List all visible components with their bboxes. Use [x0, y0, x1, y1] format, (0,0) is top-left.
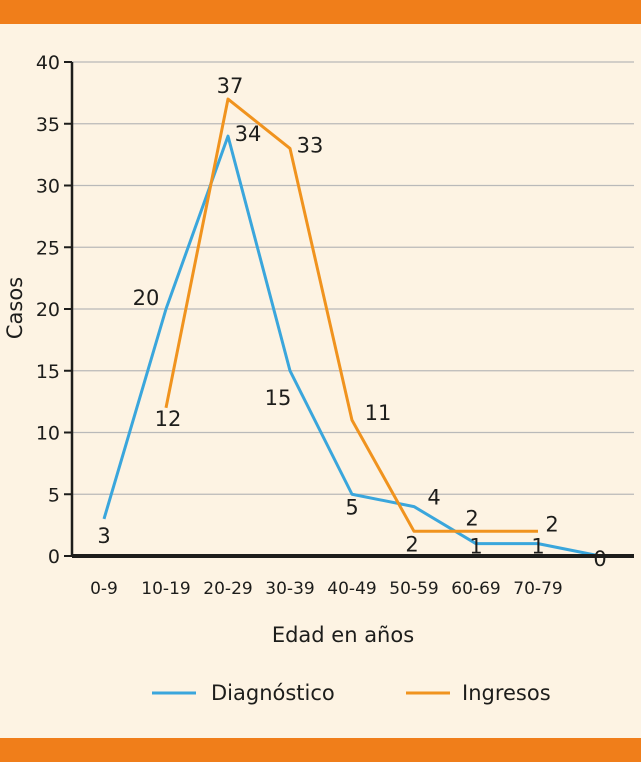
x-axis-ticks: 0-9 10-19 20-29 30-39 40-49 50-59 60-69 70-79	[90, 579, 563, 599]
y-axis-ticks: 0 5 10 15 20 25 30 35 40	[36, 52, 72, 568]
data-label-ingresos: 37	[217, 74, 244, 98]
data-label-diagnostico: 1	[469, 535, 482, 559]
y-tick-label: 0	[48, 546, 60, 568]
data-label-diagnostico: 4	[427, 486, 440, 510]
x-tick-label: 70-79	[513, 579, 562, 599]
series-line-ingresos	[164, 97, 538, 533]
data-label-diagnostico: 34	[235, 122, 262, 146]
y-tick-label: 35	[36, 114, 60, 136]
legend-label-ingresos: Ingresos	[462, 681, 551, 705]
bottom-band	[0, 738, 641, 762]
x-tick-label: 0-9	[90, 579, 118, 599]
y-tick-label: 40	[36, 52, 60, 74]
data-label-ingresos: 2	[545, 512, 558, 536]
top-band	[0, 0, 641, 24]
data-label-diagnostico: 15	[265, 386, 292, 410]
y-tick-label: 10	[36, 423, 60, 445]
series-lines	[102, 97, 601, 558]
data-label-ingresos: 12	[155, 407, 182, 431]
legend: Diagnóstico Ingresos	[152, 681, 551, 705]
y-tick-label: 25	[36, 237, 60, 259]
y-axis-title: Casos	[3, 277, 27, 339]
data-label-diagnostico: 1	[531, 535, 544, 559]
x-tick-label: 60-69	[451, 579, 500, 599]
x-tick-label: 40-49	[327, 579, 376, 599]
x-tick-label: 10-19	[141, 579, 190, 599]
data-label-ingresos: 33	[297, 133, 324, 157]
data-label-diagnostico: 5	[345, 495, 358, 519]
data-label-ingresos: 2	[465, 506, 478, 530]
x-tick-label: 20-29	[203, 579, 252, 599]
legend-label-diagnostico: Diagnóstico	[211, 681, 335, 705]
y-tick-label: 20	[36, 299, 60, 321]
data-label-diagnostico: 3	[97, 524, 110, 548]
x-tick-label: 30-39	[265, 579, 314, 599]
x-axis-title: Edad en años	[272, 623, 414, 647]
data-label-ingresos: 2	[405, 532, 418, 556]
y-tick-label: 5	[48, 484, 60, 506]
series-line-diagnostico	[102, 134, 601, 558]
data-label-diagnostico: 0	[593, 547, 606, 571]
data-label-ingresos: 11	[365, 401, 392, 425]
data-label-diagnostico: 20	[133, 286, 160, 310]
x-tick-label: 50-59	[389, 579, 438, 599]
y-tick-label: 15	[36, 361, 60, 383]
y-tick-label: 30	[36, 176, 60, 198]
